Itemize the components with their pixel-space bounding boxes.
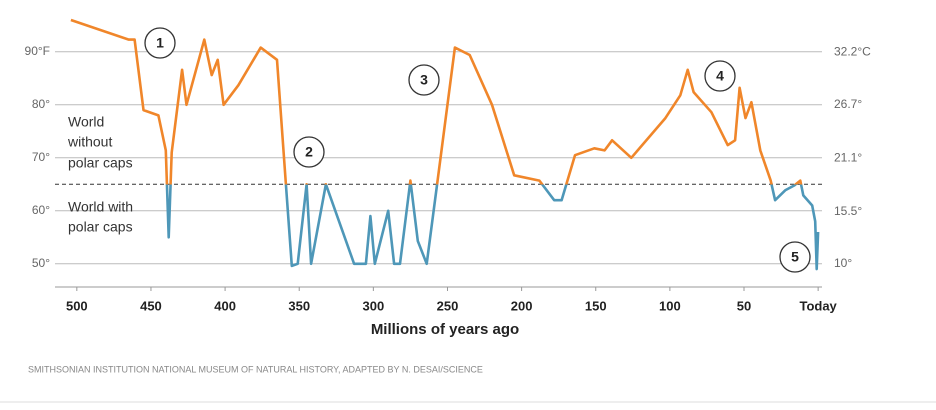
y2-tick-label: 21.1°: [834, 150, 862, 164]
plot: [70, 18, 820, 271]
y2-tick-label: 26.7°: [834, 97, 862, 111]
annotation: 1: [156, 35, 164, 51]
annotation: 2: [305, 144, 313, 160]
region-label: without: [67, 134, 112, 150]
x-tick-label: 500: [66, 298, 88, 313]
x-tick-label: 250: [437, 298, 459, 313]
temperature-line: [70, 18, 820, 271]
x-tick-label: 200: [511, 298, 533, 313]
x-tick-label: 150: [585, 298, 607, 313]
region-label: polar caps: [68, 219, 133, 235]
annotation-circle: [704, 60, 736, 92]
x-tick-label: Today: [799, 298, 837, 313]
annotation-circle: [144, 27, 176, 59]
x-axis-label: Millions of years ago: [371, 321, 519, 338]
annotation-circle: [408, 64, 440, 96]
annotation: 3: [420, 72, 428, 88]
y-tick-label: 90°F: [25, 44, 50, 58]
region-label: World with: [68, 199, 133, 215]
x-tick-label: 100: [659, 298, 681, 313]
y2-tick-label: 32.2°C: [834, 45, 871, 59]
x-tick-label: 450: [140, 298, 162, 313]
y-tick-label: 70°: [32, 150, 50, 164]
x-tick-label: 300: [362, 298, 384, 313]
annotation-circle: [293, 136, 325, 168]
y-tick-label: 60°: [32, 203, 50, 217]
annotation-circle: [779, 241, 811, 273]
annotations: 1 2 3 4 5: [144, 27, 811, 273]
grid: [55, 51, 822, 291]
source: SMITHSONIAN INSTITUTION NATIONAL MUSEUM …: [28, 364, 483, 374]
x-tick-label: 400: [214, 298, 236, 313]
y2-tick-label: 10°: [834, 256, 852, 270]
x-tick-label: 50: [737, 298, 751, 313]
y-tick-label: 80°: [32, 97, 50, 111]
x-tick-label: 350: [288, 298, 310, 313]
y-tick-label: 50°: [32, 256, 50, 270]
annotation: 4: [716, 68, 724, 84]
y2-tick-label: 15.5°: [834, 204, 862, 218]
annotation: 5: [791, 249, 799, 265]
region-label: World: [68, 114, 104, 130]
region-label: polar caps: [68, 155, 133, 171]
